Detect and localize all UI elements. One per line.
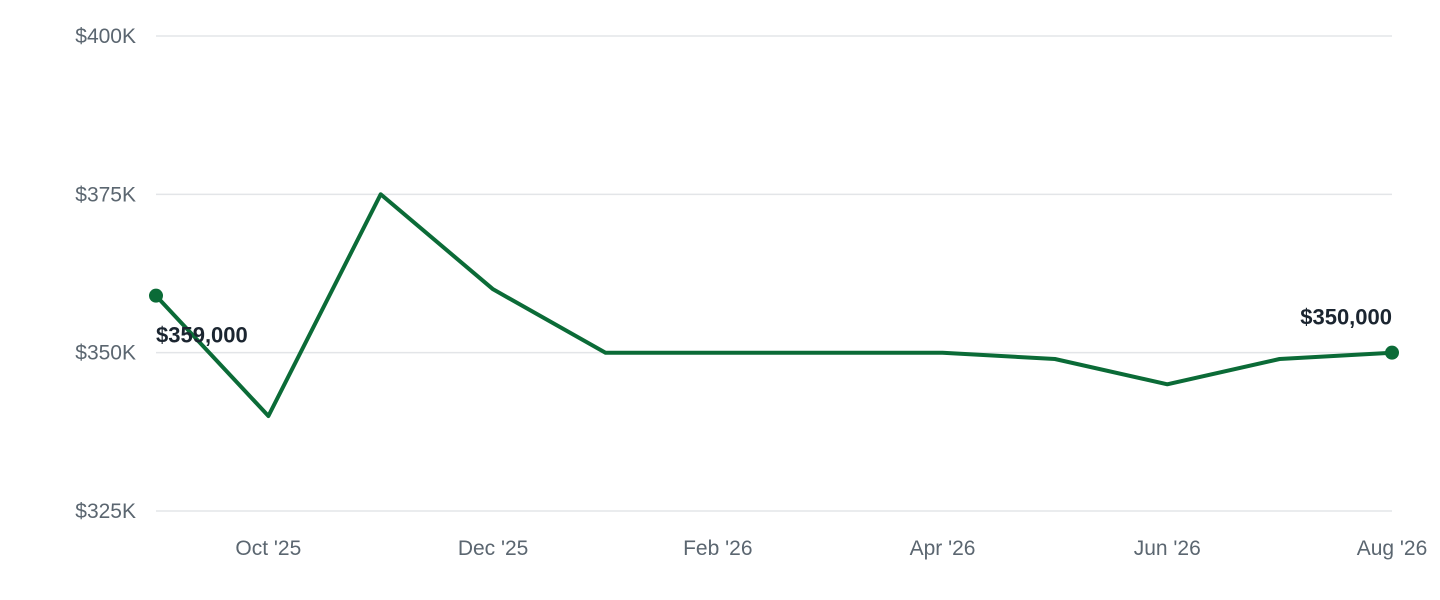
series-line-0 <box>154 192 1394 418</box>
y-tick-label: $375K <box>75 183 136 206</box>
x-tick-label: Dec '25 <box>458 537 529 560</box>
x-axis: Oct '25 Dec '25 Feb '26 Apr '26 Jun '26 Aug '… <box>235 537 1427 560</box>
x-tick-label: Aug '26 <box>1357 537 1428 560</box>
data-label: $359,000 <box>156 323 248 348</box>
point-layer <box>149 288 1399 360</box>
x-tick-label: Feb '26 <box>683 537 752 560</box>
data-point-marker[interactable] <box>1385 345 1399 360</box>
y-tick-label: $400K <box>75 25 136 48</box>
y-tick-label: $325K <box>75 500 136 523</box>
x-tick-label: Oct '25 <box>235 537 301 560</box>
x-tick-label: Apr '26 <box>910 537 976 560</box>
y-axis: $400K $375K $350K $325K <box>75 25 136 523</box>
x-tick-label: Jun '26 <box>1134 537 1201 560</box>
y-tick-label: $350K <box>75 342 136 365</box>
series-layer <box>154 192 1394 418</box>
annotation-layer: $359,000 $350,000 <box>156 305 1392 348</box>
data-point-marker[interactable] <box>149 288 163 303</box>
data-label: $350,000 <box>1300 305 1392 330</box>
